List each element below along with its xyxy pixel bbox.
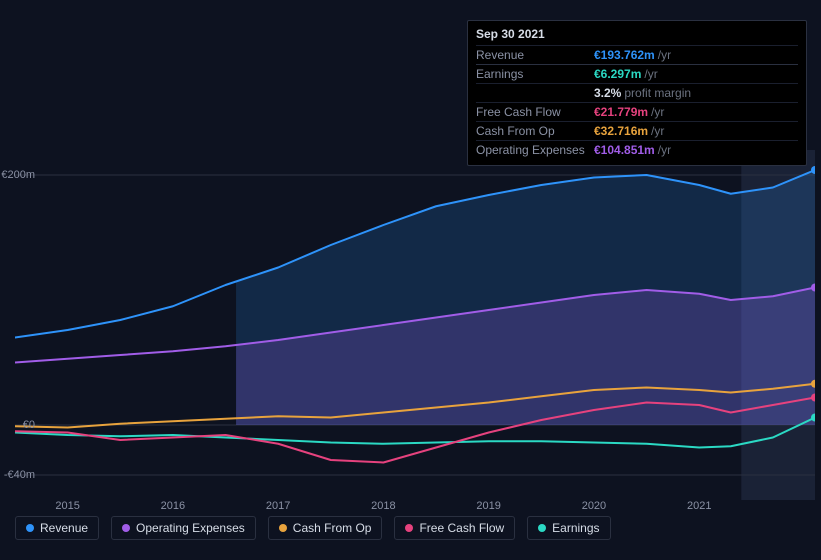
y-axis-label: €0 xyxy=(23,419,35,431)
legend-label: Operating Expenses xyxy=(136,521,245,535)
x-axis-label: 2015 xyxy=(55,500,79,512)
tooltip-value: €6.297m xyxy=(594,67,641,81)
tooltip-row: 3.2%profit margin xyxy=(476,83,798,102)
legend-item-revenue[interactable]: Revenue xyxy=(15,516,99,540)
x-axis-label: 2021 xyxy=(687,500,711,512)
tooltip-value: €21.779m xyxy=(594,105,648,119)
tooltip-unit: /yr xyxy=(651,124,664,138)
tooltip-value: €32.716m xyxy=(594,124,648,138)
legend-label: Free Cash Flow xyxy=(419,521,504,535)
legend: Revenue Operating Expenses Cash From Op Fre… xyxy=(15,516,611,540)
tooltip-unit: /yr xyxy=(651,105,664,119)
tooltip-row: Cash From Op€32.716m/yr xyxy=(476,121,798,140)
tooltip-after: profit margin xyxy=(624,86,691,100)
tooltip-row: Operating Expenses€104.851m/yr xyxy=(476,140,798,159)
legend-dot-icon xyxy=(405,524,413,532)
legend-dot-icon xyxy=(122,524,130,532)
y-axis-label: -€40m xyxy=(4,469,35,481)
y-axis-label: €200m xyxy=(1,169,35,181)
tooltip-date: Sep 30 2021 xyxy=(476,27,798,41)
tooltip-value: 3.2% xyxy=(594,86,621,100)
tooltip-label: Cash From Op xyxy=(476,124,594,138)
legend-item-cash-from-op[interactable]: Cash From Op xyxy=(268,516,383,540)
tooltip-value: €104.851m xyxy=(594,143,655,157)
tooltip-unit: /yr xyxy=(658,143,671,157)
x-axis-label: 2019 xyxy=(476,500,500,512)
tooltip-label: Revenue xyxy=(476,48,594,62)
tooltip-value: €193.762m xyxy=(594,48,655,62)
x-axis-label: 2016 xyxy=(161,500,185,512)
tooltip-unit: /yr xyxy=(658,48,671,62)
tooltip-row: Revenue€193.762m/yr xyxy=(476,45,798,64)
tooltip-label xyxy=(476,86,594,100)
x-axis-label: 2017 xyxy=(266,500,290,512)
legend-item-earnings[interactable]: Earnings xyxy=(527,516,610,540)
x-axis-label: 2018 xyxy=(371,500,395,512)
tooltip-row: Free Cash Flow€21.779m/yr xyxy=(476,102,798,121)
legend-label: Revenue xyxy=(40,521,88,535)
x-axis-label: 2020 xyxy=(582,500,606,512)
tooltip-label: Operating Expenses xyxy=(476,143,594,157)
legend-dot-icon xyxy=(279,524,287,532)
tooltip-unit: /yr xyxy=(644,67,657,81)
tooltip-label: Free Cash Flow xyxy=(476,105,594,119)
legend-dot-icon xyxy=(538,524,546,532)
legend-label: Cash From Op xyxy=(293,521,372,535)
legend-dot-icon xyxy=(26,524,34,532)
chart-tooltip: Sep 30 2021 Revenue€193.762m/yrEarnings€… xyxy=(467,20,807,166)
legend-item-free-cash-flow[interactable]: Free Cash Flow xyxy=(394,516,515,540)
tooltip-row: Earnings€6.297m/yr xyxy=(476,64,798,83)
chart-area: €200m €0 -€40m xyxy=(0,150,821,500)
legend-item-operating-expenses[interactable]: Operating Expenses xyxy=(111,516,256,540)
tooltip-label: Earnings xyxy=(476,67,594,81)
line-chart xyxy=(15,150,815,500)
legend-label: Earnings xyxy=(552,521,599,535)
